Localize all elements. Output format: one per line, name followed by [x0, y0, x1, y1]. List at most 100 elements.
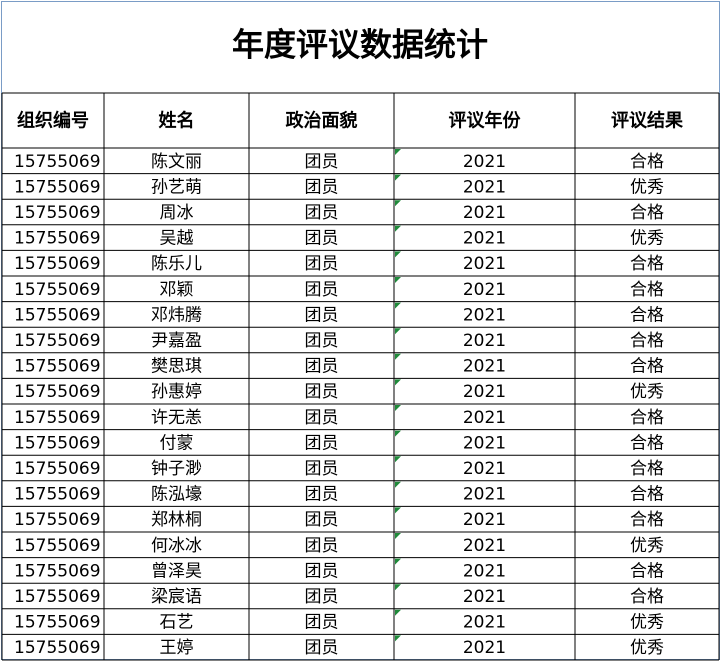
table-cell: 15755069: [14, 280, 101, 300]
table-cell: 团员: [305, 357, 339, 377]
table-cell: 15755069: [14, 613, 101, 633]
table-cell: 2021: [463, 408, 506, 428]
text-number-flag: [395, 277, 401, 283]
text-number-flag: [395, 353, 401, 360]
text-number-flag: [395, 533, 401, 539]
table-cell: 合格: [630, 459, 664, 479]
table-cell: 合格: [630, 203, 664, 223]
table-cell: 合格: [630, 433, 664, 453]
text-number-flag: [395, 200, 401, 207]
table-cell: 15755069: [14, 382, 101, 402]
table-cell: 何冰冰: [151, 536, 202, 556]
text-number-flag: [395, 430, 401, 437]
table-cell: 2021: [463, 357, 506, 377]
table-cell: 15755069: [14, 357, 101, 377]
table-cell: 2021: [463, 254, 506, 274]
table-cell: 2021: [463, 587, 506, 607]
table-cell: 优秀: [630, 177, 664, 197]
table-cell: 团员: [305, 510, 339, 530]
table-cell: 曾泽昊: [151, 561, 202, 581]
table-cell: 梁宸语: [151, 587, 202, 607]
table-cell: 2021: [463, 280, 506, 300]
table-cell: 合格: [630, 587, 664, 607]
table-cell: 2021: [463, 613, 506, 633]
table-cell: 周冰: [160, 203, 194, 223]
table-cell: 邓炜腾: [151, 305, 202, 325]
table-cell: 许无恙: [151, 408, 202, 428]
table-cell: 团员: [305, 177, 339, 197]
table-cell: 团员: [305, 459, 339, 479]
table-cell: 团员: [305, 638, 339, 658]
table-cell: 15755069: [14, 229, 101, 249]
table-cell: 邓颖: [160, 280, 194, 300]
table-cell: 合格: [630, 408, 664, 428]
table-cell: 2021: [463, 331, 506, 351]
table-cell: 吴越: [160, 229, 194, 249]
table-cell: 优秀: [630, 638, 664, 658]
table-cell: 2021: [463, 536, 506, 556]
table-cell: 15755069: [14, 305, 101, 325]
table-cell: 合格: [630, 357, 664, 377]
table-cell: 15755069: [14, 587, 101, 607]
table-cell: 团员: [305, 613, 339, 633]
table-cell: 15755069: [14, 561, 101, 581]
text-number-flag: [395, 302, 401, 309]
table-cell: 15755069: [14, 254, 101, 274]
table-cell: 优秀: [630, 536, 664, 556]
table-cell: 2021: [463, 433, 506, 453]
table-cell: 团员: [305, 331, 339, 351]
table-cell: 15755069: [14, 203, 101, 223]
sheet-title: 年度评议数据统计: [232, 26, 488, 64]
column-header: 姓名: [159, 110, 195, 132]
table-cell: 团员: [305, 280, 339, 300]
table-cell: 团员: [305, 587, 339, 607]
table-cell: 付蒙: [160, 433, 194, 453]
text-number-flag: [395, 481, 401, 488]
table-cell: 钟子渺: [151, 459, 202, 479]
table-cell: 2021: [463, 152, 506, 172]
text-number-flag: [395, 609, 401, 616]
table-cell: 石艺: [160, 613, 194, 633]
table-cell: 团员: [305, 229, 339, 249]
table-cell: 团员: [305, 152, 339, 172]
table-cell: 团员: [305, 433, 339, 453]
text-number-flag: [395, 174, 401, 181]
table-cell: 优秀: [630, 382, 664, 402]
table-cell: 团员: [305, 485, 339, 505]
table-cell: 15755069: [14, 485, 101, 505]
table-cell: 2021: [463, 177, 506, 197]
table-cell: 15755069: [14, 177, 101, 197]
text-number-flag: [395, 328, 401, 335]
table-cell: 2021: [463, 638, 506, 658]
table-cell: 15755069: [14, 408, 101, 428]
text-number-flag: [395, 558, 401, 565]
table-cell: 2021: [463, 561, 506, 581]
table-cell: 合格: [630, 485, 664, 505]
table-cell: 2021: [463, 305, 506, 325]
table-cell: 陈文丽: [151, 152, 202, 172]
table-cell: 孙惠婷: [151, 382, 202, 402]
table-cell: 孙艺萌: [151, 177, 202, 197]
column-header: 评议结果: [611, 110, 684, 132]
column-header: 政治面貌: [286, 110, 358, 132]
table-cell: 尹嘉盈: [151, 331, 202, 351]
text-number-flag: [395, 225, 401, 232]
table-cell: 王婷: [160, 638, 194, 658]
table-cell: 优秀: [630, 613, 664, 633]
table-cell: 团员: [305, 254, 339, 274]
table-cell: 2021: [463, 459, 506, 479]
table-cell: 团员: [305, 408, 339, 428]
table-cell: 合格: [630, 561, 664, 581]
table-cell: 合格: [630, 510, 664, 530]
text-number-flag: [395, 584, 401, 591]
column-header: 组织编号: [17, 110, 89, 132]
table-cell: 团员: [305, 536, 339, 556]
table-cell: 2021: [463, 510, 506, 530]
table-cell: 郑林桐: [151, 510, 202, 530]
table-cell: 合格: [630, 280, 664, 300]
text-number-flag: [395, 405, 401, 411]
table-cell: 2021: [463, 382, 506, 402]
text-number-flag: [395, 456, 401, 463]
